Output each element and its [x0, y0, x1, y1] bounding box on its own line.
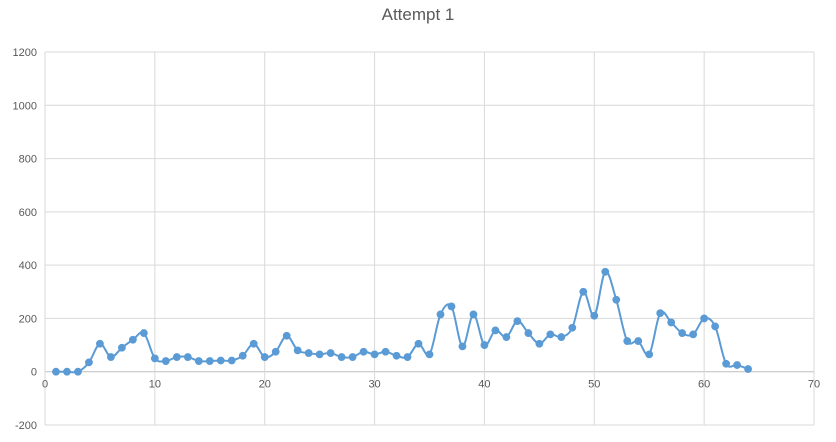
data-point	[403, 353, 412, 361]
data-point	[601, 267, 610, 276]
x-tick-label: 30	[368, 379, 380, 391]
data-point	[315, 350, 324, 359]
data-point	[304, 349, 313, 357]
y-tick-label: 1200	[13, 47, 37, 59]
gridlines	[44, 51, 815, 426]
y-tick-label: -200	[15, 420, 37, 432]
data-point	[282, 331, 291, 340]
data-point	[733, 361, 741, 369]
y-tick-label: 1000	[13, 100, 37, 112]
data-markers	[52, 267, 752, 376]
data-point	[678, 329, 687, 337]
data-point	[52, 367, 60, 376]
data-point	[96, 339, 104, 348]
data-point	[205, 357, 214, 365]
data-point	[447, 302, 456, 311]
data-point	[645, 350, 654, 359]
x-tick-label: 10	[149, 379, 161, 391]
chart-title: Attempt 1	[381, 5, 455, 24]
data-point	[128, 335, 137, 344]
data-point	[249, 339, 258, 348]
data-point	[590, 311, 599, 320]
data-point	[107, 353, 115, 361]
data-point	[513, 317, 522, 325]
data-point	[118, 343, 126, 352]
data-point	[458, 342, 467, 351]
data-point	[656, 309, 665, 318]
data-point	[744, 365, 752, 373]
series-line	[54, 270, 750, 374]
data-point	[546, 330, 555, 339]
data-point	[689, 330, 698, 339]
data-point	[348, 353, 357, 361]
data-point	[557, 333, 566, 341]
data-point	[172, 353, 181, 361]
series-line-group	[54, 270, 750, 374]
data-point	[623, 337, 632, 345]
data-point	[722, 359, 731, 368]
data-point	[579, 287, 588, 296]
data-point	[85, 358, 93, 367]
data-point	[293, 346, 302, 355]
data-point	[667, 318, 676, 327]
data-point	[711, 322, 720, 331]
data-point	[381, 347, 390, 356]
data-point	[63, 367, 71, 376]
data-point	[414, 339, 423, 348]
data-point	[524, 329, 533, 337]
data-point	[436, 310, 445, 319]
x-tick-label: 20	[259, 379, 271, 391]
data-point	[183, 353, 192, 361]
data-point	[260, 353, 269, 361]
data-point	[392, 351, 401, 360]
x-tick-label: 50	[588, 379, 600, 391]
data-point	[612, 295, 621, 304]
data-point	[359, 347, 368, 356]
y-tick-label: 600	[19, 207, 37, 219]
data-point	[502, 333, 511, 341]
data-point	[370, 350, 379, 359]
y-tick-label: 200	[19, 313, 37, 325]
data-point	[337, 353, 346, 361]
data-point	[74, 367, 82, 376]
data-point	[216, 356, 225, 365]
x-tick-label: 60	[698, 379, 710, 391]
data-point	[700, 314, 709, 323]
data-point	[326, 349, 335, 357]
data-point	[634, 337, 643, 345]
y-tick-label: 800	[19, 154, 37, 166]
data-point	[238, 351, 247, 360]
data-point	[491, 326, 500, 335]
data-point	[535, 339, 544, 348]
data-point	[480, 341, 489, 349]
data-point	[469, 310, 478, 319]
y-tick-label: 0	[31, 367, 37, 379]
y-axis-ticks: -200 0 200 400 600 800 1000 1200	[13, 47, 37, 432]
y-tick-label: 400	[19, 260, 37, 272]
x-tick-label: 70	[808, 379, 820, 391]
data-point	[425, 350, 434, 359]
data-point	[161, 357, 170, 365]
data-point	[568, 323, 577, 332]
data-point	[227, 356, 236, 365]
data-point	[139, 329, 148, 337]
x-tick-label: 40	[478, 379, 490, 391]
x-tick-label: 0	[42, 379, 48, 391]
data-point	[194, 357, 203, 365]
x-axis-ticks: 0 10 20 30 40 50 60 70	[42, 379, 820, 391]
data-point	[271, 347, 280, 356]
data-point	[150, 354, 159, 363]
